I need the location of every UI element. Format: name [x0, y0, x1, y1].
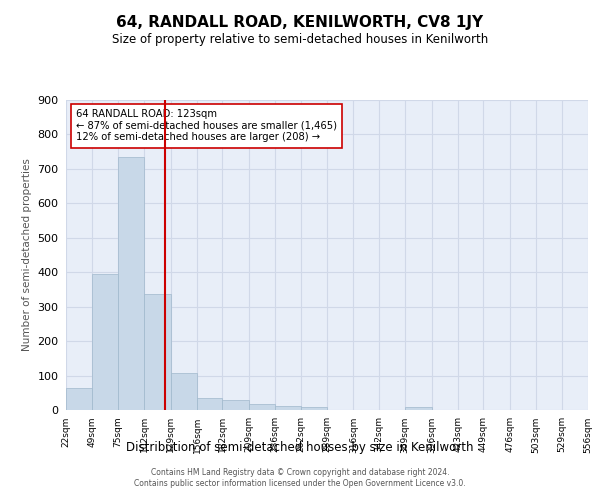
Y-axis label: Number of semi-detached properties: Number of semi-detached properties — [22, 158, 32, 352]
Text: Contains HM Land Registry data © Crown copyright and database right 2024.
Contai: Contains HM Land Registry data © Crown c… — [134, 468, 466, 487]
Bar — [275, 406, 301, 410]
Bar — [301, 407, 327, 410]
Bar — [118, 157, 144, 410]
Text: Distribution of semi-detached houses by size in Kenilworth: Distribution of semi-detached houses by … — [126, 441, 474, 454]
Bar — [249, 404, 275, 410]
Text: 64 RANDALL ROAD: 123sqm
← 87% of semi-detached houses are smaller (1,465)
12% of: 64 RANDALL ROAD: 123sqm ← 87% of semi-de… — [76, 110, 337, 142]
Bar — [223, 400, 249, 410]
Bar — [92, 274, 118, 410]
Text: Size of property relative to semi-detached houses in Kenilworth: Size of property relative to semi-detach… — [112, 32, 488, 46]
Bar — [405, 406, 431, 410]
Bar — [197, 398, 223, 410]
Text: 64, RANDALL ROAD, KENILWORTH, CV8 1JY: 64, RANDALL ROAD, KENILWORTH, CV8 1JY — [116, 15, 484, 30]
Bar — [144, 294, 170, 410]
Bar — [170, 373, 197, 410]
Bar — [66, 388, 92, 410]
